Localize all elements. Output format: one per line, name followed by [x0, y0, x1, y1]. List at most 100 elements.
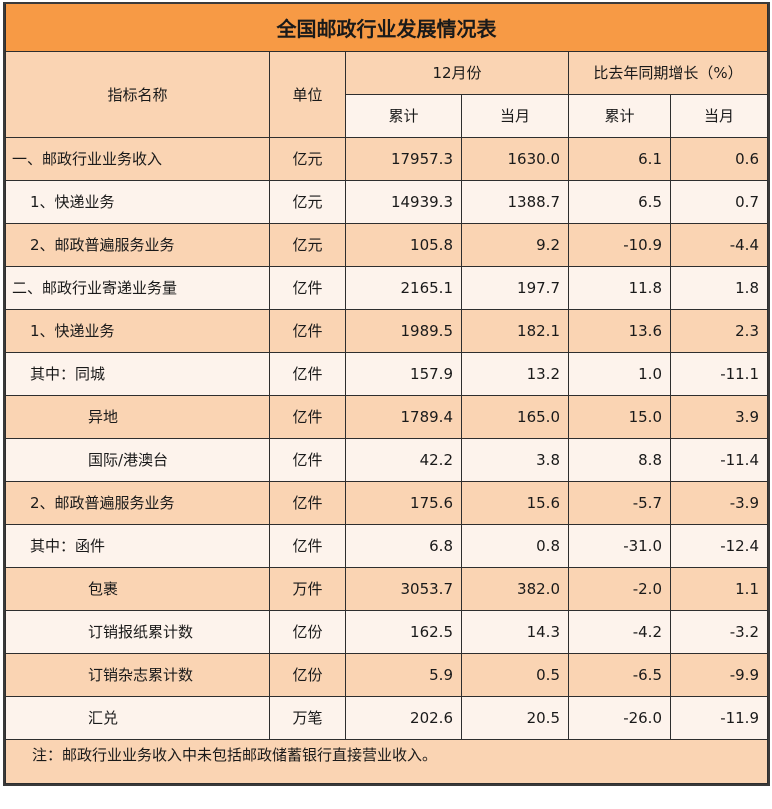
row-unit: 亿件	[269, 523, 346, 568]
row-name: 一、邮政行业业务收入	[5, 136, 270, 181]
row-unit: 亿元	[269, 222, 346, 267]
row-name: 1、快递业务	[5, 179, 270, 224]
header-unit: 单位	[269, 50, 346, 138]
row-current-month: 13.2	[461, 351, 569, 396]
row-cumulative: 202.6	[345, 695, 462, 740]
row-growth-current-month: 3.9	[670, 394, 768, 439]
row-current-month: 0.5	[461, 652, 569, 697]
row-growth-current-month: -9.9	[670, 652, 768, 697]
row-current-month: 1388.7	[461, 179, 569, 224]
row-cumulative: 3053.7	[345, 566, 462, 611]
row-growth-cumulative: 8.8	[568, 437, 671, 482]
header-growth-cumulative: 累计	[568, 93, 671, 138]
header-cumulative: 累计	[345, 93, 462, 138]
footnote: 注：邮政行业业务收入中未包括邮政储蓄银行直接营业收入。	[5, 738, 768, 784]
row-unit: 亿元	[269, 179, 346, 224]
row-growth-cumulative: 11.8	[568, 265, 671, 310]
table-row: 其中：函件 亿件 6.8 0.8 -31.0 -12.4	[5, 523, 768, 568]
row-unit: 亿件	[269, 394, 346, 439]
table-row: 异地 亿件 1789.4 165.0 15.0 3.9	[5, 394, 768, 439]
row-name: 国际/港澳台	[5, 437, 270, 482]
header-current-month: 当月	[461, 93, 569, 138]
table-row: 汇兑 万笔 202.6 20.5 -26.0 -11.9	[5, 695, 768, 740]
row-growth-cumulative: -26.0	[568, 695, 671, 740]
row-growth-current-month: 1.8	[670, 265, 768, 310]
table-row: 订销杂志累计数 亿份 5.9 0.5 -6.5 -9.9	[5, 652, 768, 697]
row-unit: 亿元	[269, 136, 346, 181]
row-cumulative: 5.9	[345, 652, 462, 697]
table-row: 一、邮政行业业务收入 亿元 17957.3 1630.0 6.1 0.6	[5, 136, 768, 181]
table-row: 包裹 万件 3053.7 382.0 -2.0 1.1	[5, 566, 768, 611]
row-current-month: 3.8	[461, 437, 569, 482]
row-cumulative: 1789.4	[345, 394, 462, 439]
row-cumulative: 2165.1	[345, 265, 462, 310]
row-growth-cumulative: -10.9	[568, 222, 671, 267]
table-row: 订销报纸累计数 亿份 162.5 14.3 -4.2 -3.2	[5, 609, 768, 654]
row-unit: 万笔	[269, 695, 346, 740]
row-name: 汇兑	[5, 695, 270, 740]
table-row: 2、邮政普遍服务业务 亿件 175.6 15.6 -5.7 -3.9	[5, 480, 768, 525]
row-cumulative: 105.8	[345, 222, 462, 267]
table-row: 二、邮政行业寄递业务量 亿件 2165.1 197.7 11.8 1.8	[5, 265, 768, 310]
row-unit: 亿件	[269, 480, 346, 525]
row-current-month: 1630.0	[461, 136, 569, 181]
row-growth-current-month: 1.1	[670, 566, 768, 611]
row-growth-current-month: 0.6	[670, 136, 768, 181]
row-name: 二、邮政行业寄递业务量	[5, 265, 270, 310]
row-growth-cumulative: -6.5	[568, 652, 671, 697]
row-unit: 万件	[269, 566, 346, 611]
row-cumulative: 162.5	[345, 609, 462, 654]
row-growth-cumulative: 15.0	[568, 394, 671, 439]
row-growth-current-month: 0.7	[670, 179, 768, 224]
row-cumulative: 6.8	[345, 523, 462, 568]
header-name: 指标名称	[5, 50, 270, 138]
row-growth-cumulative: -4.2	[568, 609, 671, 654]
row-current-month: 20.5	[461, 695, 569, 740]
row-unit: 亿件	[269, 265, 346, 310]
row-growth-current-month: -3.9	[670, 480, 768, 525]
row-current-month: 197.7	[461, 265, 569, 310]
row-growth-current-month: -3.2	[670, 609, 768, 654]
header-month-group: 12月份	[345, 50, 569, 95]
row-growth-current-month: 2.3	[670, 308, 768, 353]
row-growth-cumulative: 6.1	[568, 136, 671, 181]
postal-industry-table: 全国邮政行业发展情况表 指标名称 单位 12月份 比去年同期增长（%） 累计 当…	[3, 2, 770, 786]
row-name: 2、邮政普遍服务业务	[5, 222, 270, 267]
row-growth-current-month: -12.4	[670, 523, 768, 568]
row-name: 1、快递业务	[5, 308, 270, 353]
row-name: 异地	[5, 394, 270, 439]
row-growth-cumulative: 1.0	[568, 351, 671, 396]
row-current-month: 15.6	[461, 480, 569, 525]
row-growth-cumulative: -31.0	[568, 523, 671, 568]
row-growth-current-month: -11.9	[670, 695, 768, 740]
row-current-month: 165.0	[461, 394, 569, 439]
row-name: 包裹	[5, 566, 270, 611]
row-growth-cumulative: -5.7	[568, 480, 671, 525]
header-growth-group: 比去年同期增长（%）	[568, 50, 768, 95]
row-name: 订销报纸累计数	[5, 609, 270, 654]
row-cumulative: 42.2	[345, 437, 462, 482]
row-cumulative: 1989.5	[345, 308, 462, 353]
row-cumulative: 157.9	[345, 351, 462, 396]
row-growth-current-month: -11.1	[670, 351, 768, 396]
table-row: 国际/港澳台 亿件 42.2 3.8 8.8 -11.4	[5, 437, 768, 482]
row-growth-current-month: -4.4	[670, 222, 768, 267]
row-current-month: 9.2	[461, 222, 569, 267]
row-name: 其中：函件	[5, 523, 270, 568]
table-row: 1、快递业务 亿元 14939.3 1388.7 6.5 0.7	[5, 179, 768, 224]
row-current-month: 14.3	[461, 609, 569, 654]
row-unit: 亿份	[269, 609, 346, 654]
row-name: 订销杂志累计数	[5, 652, 270, 697]
table-row: 2、邮政普遍服务业务 亿元 105.8 9.2 -10.9 -4.4	[5, 222, 768, 267]
row-name: 其中：同城	[5, 351, 270, 396]
row-growth-current-month: -11.4	[670, 437, 768, 482]
row-growth-cumulative: 13.6	[568, 308, 671, 353]
table-title: 全国邮政行业发展情况表	[5, 4, 768, 52]
row-cumulative: 14939.3	[345, 179, 462, 224]
row-unit: 亿份	[269, 652, 346, 697]
table-row: 1、快递业务 亿件 1989.5 182.1 13.6 2.3	[5, 308, 768, 353]
row-unit: 亿件	[269, 437, 346, 482]
header-growth-current-month: 当月	[670, 93, 768, 138]
row-current-month: 382.0	[461, 566, 569, 611]
row-cumulative: 175.6	[345, 480, 462, 525]
